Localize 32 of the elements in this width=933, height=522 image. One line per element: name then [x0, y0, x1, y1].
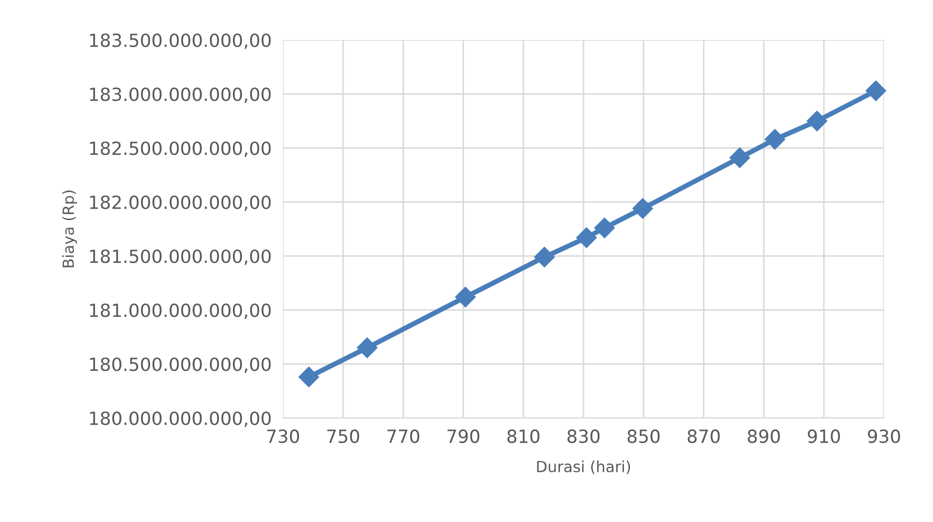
y-tick-label: 180.000.000.000,00	[90, 411, 271, 427]
point	[806, 110, 828, 132]
point	[632, 198, 654, 219]
x-tick-label: 910	[808, 429, 840, 444]
point	[534, 246, 555, 268]
y-tick-label: 183.000.000.000,00	[90, 87, 271, 103]
x-tick-label: 730	[267, 429, 300, 444]
point	[866, 80, 886, 102]
y-tick-label: 181.000.000.000,00	[90, 303, 271, 319]
point	[298, 366, 320, 388]
x-tick-label: 830	[567, 429, 600, 444]
y-tick-label: 183.500.000.000,00	[90, 33, 271, 49]
point	[356, 337, 378, 358]
y-tick-label: 182.000.000.000,00	[90, 195, 271, 211]
point	[729, 147, 750, 168]
x-tick-label: 750	[327, 429, 360, 444]
y-tick-label: 181.500.000.000,00	[90, 249, 271, 265]
point	[594, 218, 615, 238]
point	[764, 129, 786, 150]
point	[576, 227, 597, 248]
x-tick-label: 870	[688, 429, 720, 444]
x-tick-label: 790	[448, 429, 480, 444]
x-tick-label: 770	[387, 429, 420, 444]
x-tick-label: 810	[507, 429, 540, 444]
x-tick-label: 850	[628, 429, 660, 444]
x-tick-label: 890	[748, 429, 780, 444]
x-axis-title: Durasi (hari)	[537, 460, 630, 474]
y-tick-label: 182.500.000.000,00	[90, 141, 271, 157]
point	[455, 286, 476, 308]
y-axis-title: Biaya (Rp)	[62, 190, 77, 268]
x-tick-label: 930	[868, 429, 900, 444]
y-tick-label: 180.500.000.000,00	[90, 357, 271, 373]
